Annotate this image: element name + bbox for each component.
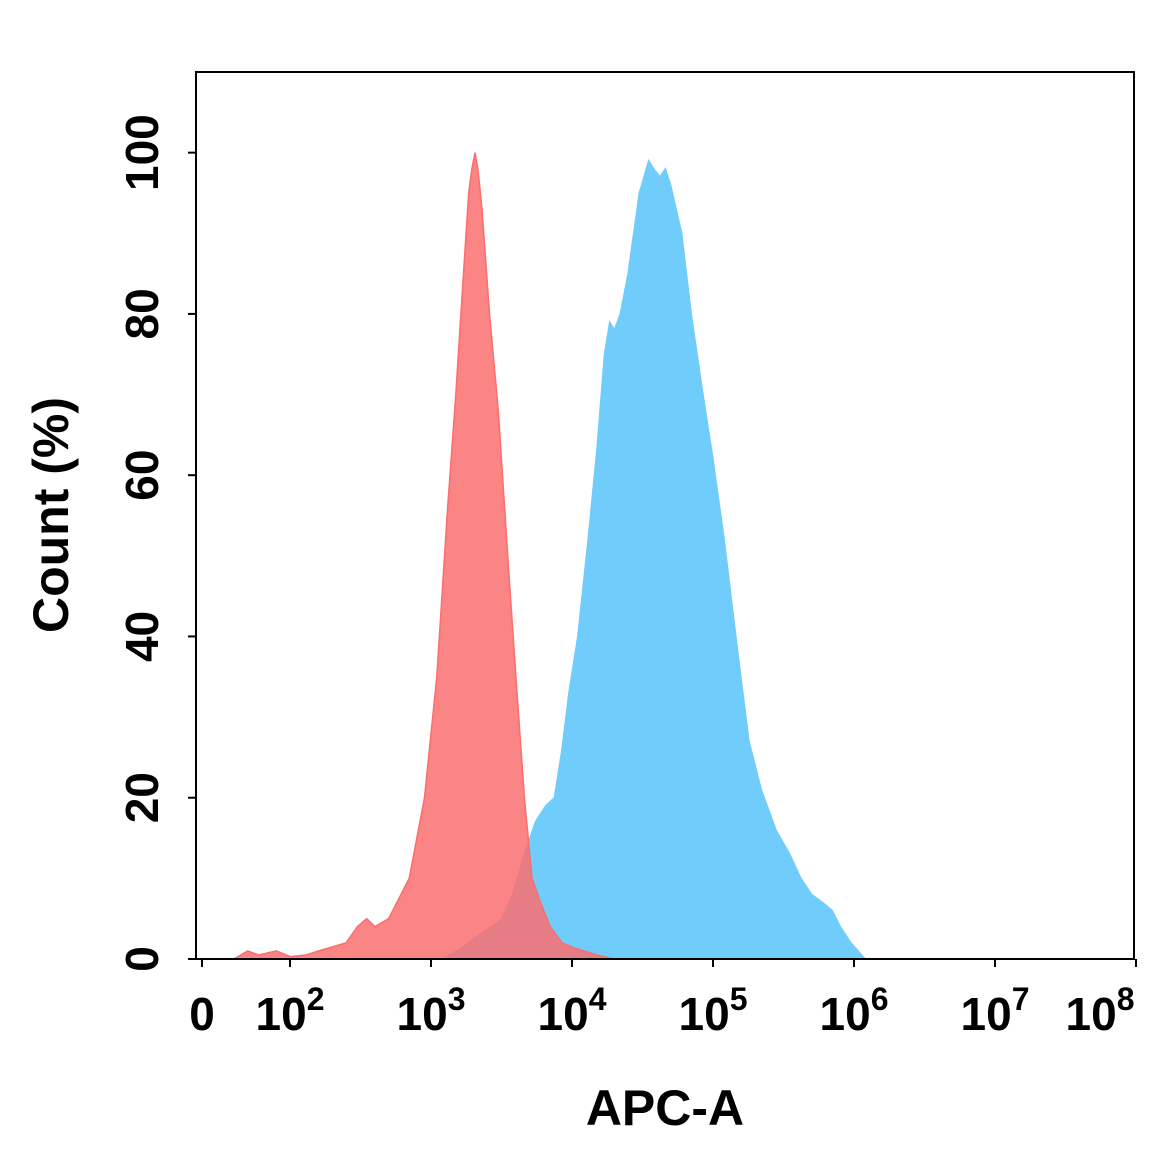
x-tick-label: 105 <box>679 981 748 1040</box>
x-tick-label: 102 <box>256 981 325 1040</box>
x-tick-label: 104 <box>538 981 607 1040</box>
y-axis-title: Count (%) <box>23 397 79 633</box>
y-tick-label: 0 <box>116 946 168 972</box>
x-tick-label: 107 <box>961 981 1030 1040</box>
x-tick-label: 0 <box>189 988 215 1040</box>
histogram-area-blue <box>439 158 867 960</box>
y-tick-label: 20 <box>116 772 168 823</box>
x-axis-ticks: 0 102 103 104 105 106 107 108 <box>189 959 1137 1040</box>
plot-area: 0 20 40 60 80 100 0 102 103 104 105 106 107 108 <box>116 71 1137 1040</box>
x-tick-label: 106 <box>820 981 889 1040</box>
plot-frame <box>195 71 1135 960</box>
histogram-area-red <box>231 152 615 960</box>
x-tick-label: 103 <box>397 981 466 1040</box>
series-layer <box>231 152 867 960</box>
y-tick-label: 40 <box>116 611 168 662</box>
x-axis-title: APC-A <box>586 1080 744 1136</box>
y-tick-label: 100 <box>116 114 168 191</box>
y-axis-ticks: 0 20 40 60 80 100 <box>116 114 196 972</box>
y-tick-label: 60 <box>116 450 168 501</box>
x-tick-label: 108 <box>1066 981 1135 1040</box>
y-tick-label: 80 <box>116 288 168 339</box>
